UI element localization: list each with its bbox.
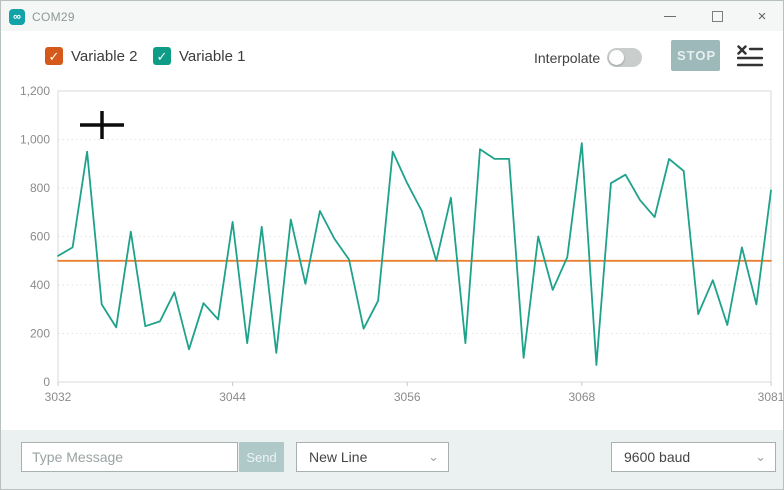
chevron-down-icon: ⌄ — [428, 449, 439, 464]
baud-rate-value: 9600 baud — [624, 449, 691, 465]
y-axis-tick-label: 1,000 — [20, 133, 50, 147]
checkbox-variable-2[interactable]: ✓ — [45, 47, 63, 65]
x-axis-tick-label: 3056 — [394, 390, 421, 404]
legend-label-variable-2: Variable 2 — [71, 47, 138, 65]
close-button[interactable]: × — [748, 3, 776, 29]
y-axis-tick-label: 0 — [43, 375, 50, 389]
stop-button[interactable]: STOP — [671, 40, 720, 71]
composer-bar: Send New Line ⌄ 9600 baud ⌄ — [1, 430, 783, 489]
line-ending-select[interactable]: New Line ⌄ — [296, 442, 449, 472]
x-axis-tick-label: 3081 — [758, 390, 784, 404]
chevron-down-icon: ⌄ — [755, 449, 766, 464]
line-chart: 0 200 400 600 800 1,000 1,200 3032 3044 3056 3068 3… — [20, 84, 784, 404]
maximize-icon — [711, 10, 723, 22]
baud-rate-select[interactable]: 9600 baud ⌄ — [611, 442, 776, 472]
minimize-button[interactable] — [656, 3, 684, 29]
toggle-knob — [609, 50, 624, 65]
y-axis-tick-label: 200 — [30, 327, 50, 341]
legend-item-variable-1[interactable]: ✓ Variable 1 — [153, 47, 245, 65]
maximize-button[interactable] — [703, 3, 731, 29]
window-title: COM29 — [32, 10, 75, 24]
x-axis-tick-label: 3032 — [45, 390, 72, 404]
interpolate-toggle[interactable] — [607, 48, 642, 67]
minimize-icon — [664, 15, 676, 17]
legend-item-variable-2[interactable]: ✓ Variable 2 — [45, 47, 137, 65]
arduino-app-icon: ∞ — [9, 9, 25, 25]
message-input[interactable] — [21, 442, 238, 472]
legend-label-variable-1: Variable 1 — [179, 47, 246, 65]
x-axis-tick-label: 3068 — [568, 390, 595, 404]
y-axis-tick-label: 1,200 — [20, 84, 50, 98]
close-icon: × — [757, 7, 767, 25]
send-button[interactable]: Send — [239, 442, 284, 472]
plot-area[interactable]: 0 200 400 600 800 1,000 1,200 3032 3044 3056 3068 3… — [1, 83, 784, 423]
line-ending-value: New Line — [309, 449, 368, 465]
y-axis-tick-label: 800 — [30, 181, 50, 195]
y-axis-tick-label: 600 — [30, 230, 50, 244]
checkbox-variable-1[interactable]: ✓ — [153, 47, 171, 65]
series-line-variable-1 — [57, 142, 772, 366]
title-bar: ∞ COM29 × — [1, 1, 783, 31]
x-axis-tick-label: 3044 — [219, 390, 246, 404]
y-axis-tick-label: 400 — [30, 278, 50, 292]
clear-list-icon[interactable] — [737, 45, 763, 67]
interpolate-label: Interpolate — [534, 50, 601, 66]
